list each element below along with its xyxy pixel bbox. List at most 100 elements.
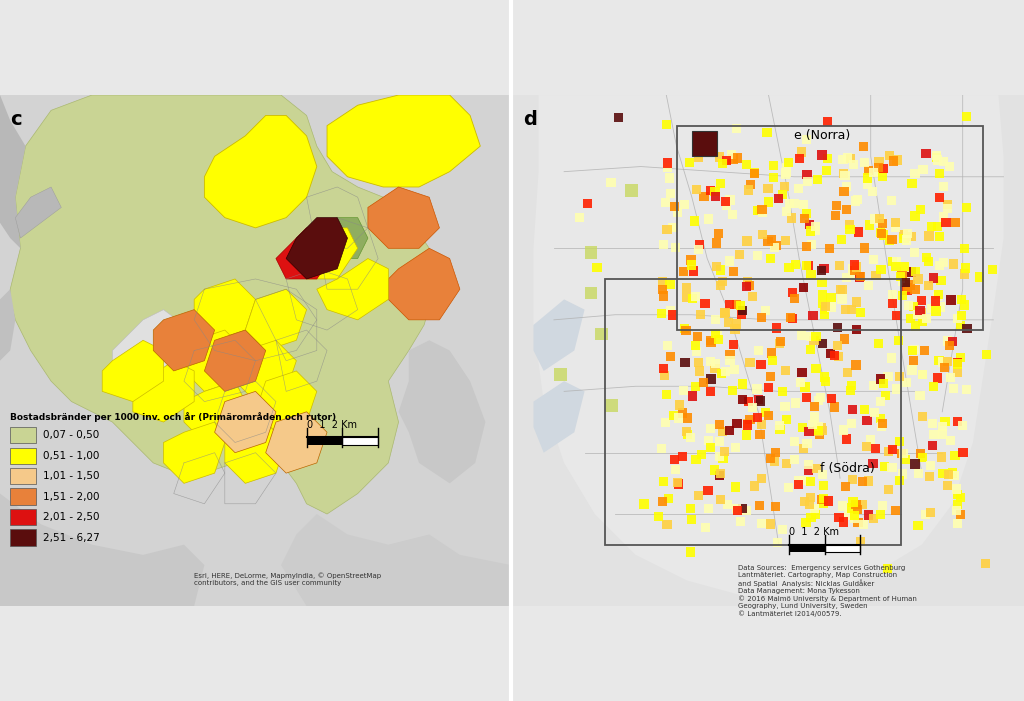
Bar bbox=[922, 253, 931, 262]
Bar bbox=[887, 353, 896, 362]
Bar bbox=[838, 294, 847, 304]
Bar bbox=[711, 359, 720, 368]
Bar bbox=[981, 559, 990, 568]
Bar bbox=[666, 189, 675, 198]
Bar bbox=[885, 236, 894, 245]
Bar bbox=[657, 496, 667, 506]
Polygon shape bbox=[388, 248, 460, 320]
Bar bbox=[742, 421, 752, 430]
Bar bbox=[808, 311, 817, 320]
Bar bbox=[716, 495, 725, 504]
Bar bbox=[774, 339, 783, 348]
Bar bbox=[778, 524, 787, 533]
Bar bbox=[722, 201, 731, 210]
Bar bbox=[674, 414, 683, 423]
Bar bbox=[939, 157, 948, 166]
Bar bbox=[689, 266, 698, 275]
Bar bbox=[958, 448, 968, 457]
Bar bbox=[783, 482, 793, 491]
Polygon shape bbox=[286, 217, 347, 279]
Bar bbox=[800, 214, 809, 223]
Bar bbox=[626, 184, 638, 197]
Bar bbox=[820, 305, 829, 314]
Bar bbox=[888, 299, 897, 308]
Bar bbox=[869, 215, 879, 224]
Bar bbox=[749, 403, 758, 412]
Bar bbox=[721, 367, 730, 376]
Bar bbox=[770, 457, 779, 466]
Bar bbox=[774, 421, 783, 430]
Bar bbox=[876, 374, 885, 383]
Bar bbox=[862, 442, 871, 451]
Bar bbox=[806, 226, 815, 236]
Polygon shape bbox=[205, 116, 316, 228]
Bar bbox=[692, 131, 718, 156]
Bar bbox=[742, 160, 752, 169]
Bar bbox=[876, 228, 885, 237]
Bar bbox=[895, 372, 904, 381]
Bar bbox=[685, 158, 694, 167]
Bar bbox=[876, 397, 885, 406]
Bar bbox=[852, 297, 861, 306]
Bar bbox=[817, 151, 826, 160]
Bar bbox=[922, 149, 931, 158]
Bar bbox=[939, 212, 948, 222]
Bar bbox=[781, 458, 791, 468]
Polygon shape bbox=[265, 411, 327, 473]
Bar bbox=[950, 451, 959, 460]
Text: d: d bbox=[523, 110, 538, 130]
Bar bbox=[712, 262, 721, 271]
Bar bbox=[949, 470, 958, 479]
Bar bbox=[706, 387, 715, 396]
Polygon shape bbox=[236, 340, 296, 402]
Bar bbox=[934, 290, 943, 299]
Bar bbox=[817, 266, 826, 275]
Bar bbox=[935, 169, 944, 178]
Bar bbox=[804, 460, 813, 470]
Bar bbox=[851, 501, 860, 510]
Bar bbox=[927, 461, 936, 470]
Bar bbox=[675, 400, 684, 409]
Bar bbox=[909, 248, 919, 257]
Bar bbox=[657, 309, 667, 318]
Bar bbox=[802, 518, 811, 527]
Bar bbox=[837, 285, 846, 294]
Bar bbox=[694, 153, 703, 162]
Bar bbox=[943, 357, 952, 366]
Bar bbox=[899, 234, 908, 243]
Bar bbox=[820, 372, 829, 381]
Bar bbox=[869, 254, 878, 264]
Bar bbox=[755, 346, 764, 355]
Bar bbox=[605, 399, 617, 411]
Bar bbox=[945, 341, 954, 350]
Bar bbox=[868, 458, 878, 468]
Bar bbox=[863, 166, 872, 175]
Bar bbox=[790, 294, 799, 303]
Bar bbox=[831, 201, 841, 210]
Polygon shape bbox=[0, 95, 26, 248]
Bar bbox=[824, 545, 860, 552]
Bar bbox=[673, 208, 682, 217]
Bar bbox=[720, 447, 729, 456]
Polygon shape bbox=[398, 340, 485, 484]
Text: Data Sources:  Emergency services Gothenburg
Lantmäteriet. Cartography, Map Cons: Data Sources: Emergency services Gothenb… bbox=[738, 565, 916, 617]
Bar bbox=[859, 142, 868, 151]
Bar bbox=[796, 378, 805, 388]
Bar bbox=[687, 391, 696, 400]
Bar bbox=[951, 484, 961, 494]
Bar bbox=[811, 222, 820, 231]
Bar bbox=[897, 449, 906, 458]
Bar bbox=[850, 266, 859, 275]
Bar bbox=[946, 373, 955, 382]
Bar bbox=[690, 217, 699, 226]
Bar bbox=[817, 423, 826, 433]
Bar bbox=[687, 260, 696, 269]
Polygon shape bbox=[0, 290, 15, 361]
Bar bbox=[959, 300, 969, 310]
Bar bbox=[674, 479, 683, 489]
Bar bbox=[805, 220, 814, 229]
Bar bbox=[988, 265, 997, 274]
Bar bbox=[956, 493, 966, 502]
Bar bbox=[822, 116, 831, 126]
Bar bbox=[947, 337, 956, 346]
